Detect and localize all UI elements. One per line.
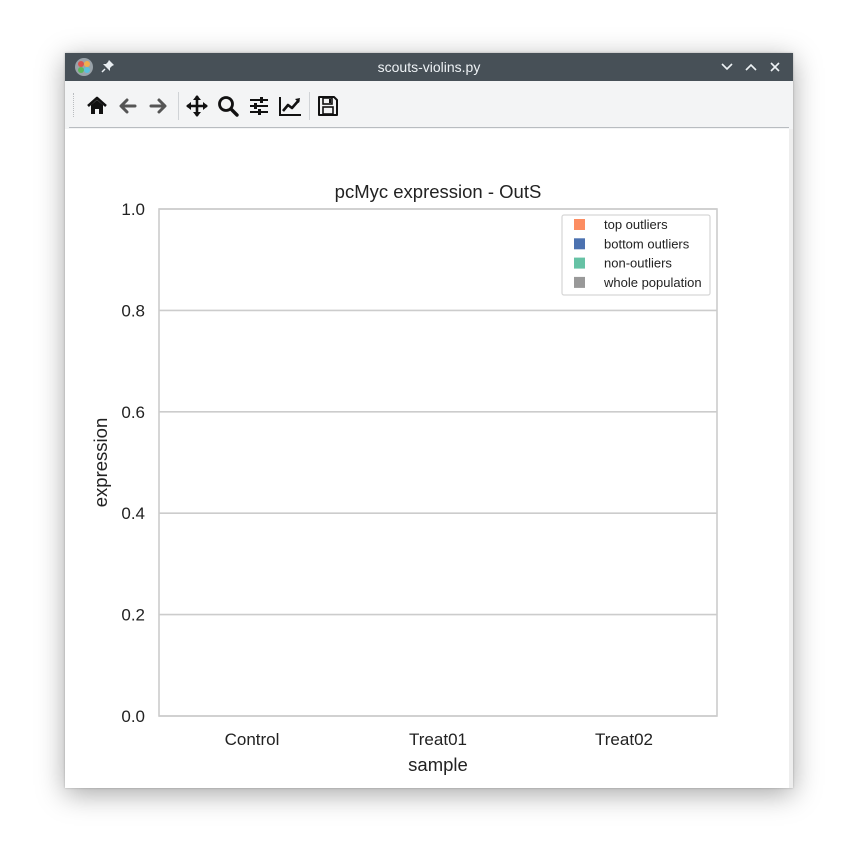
app-window: scouts-violins.py: [65, 53, 793, 788]
plot-frame: [158, 208, 718, 717]
y-tick-label: 0.6: [121, 403, 145, 422]
title-bar[interactable]: scouts-violins.py: [65, 53, 793, 81]
legend-swatch: [574, 238, 585, 250]
toolbar-grip[interactable]: [73, 93, 77, 117]
legend-label: bottom outliers: [604, 236, 690, 251]
chevron-down-icon[interactable]: [719, 59, 735, 75]
pan-button[interactable]: [184, 93, 210, 119]
toolbar-divider: [69, 127, 789, 128]
pin-icon[interactable]: [101, 59, 115, 73]
sliders-icon: [250, 97, 268, 115]
legend-box: [561, 214, 711, 296]
legend-label: whole population: [603, 275, 702, 290]
close-icon[interactable]: [767, 59, 783, 75]
back-button[interactable]: [115, 93, 141, 119]
arrow-left-icon: [119, 98, 137, 114]
x-axis-label: sample: [408, 754, 468, 775]
x-tick-label: Treat01: [409, 730, 467, 749]
x-tick-label: Treat02: [595, 730, 653, 749]
y-tick-label: 0.2: [121, 606, 145, 625]
legend-swatch: [574, 257, 585, 269]
arrow-right-icon: [149, 98, 167, 114]
y-tick-label: 0.8: [121, 301, 145, 320]
configure-subplots-button[interactable]: [246, 93, 272, 119]
home-button[interactable]: [84, 93, 110, 119]
legend-label: non-outliers: [604, 256, 672, 271]
toolbar-separator: [178, 92, 179, 120]
navigation-toolbar: [65, 81, 793, 129]
legend-swatch: [574, 276, 585, 288]
magnifier-icon: [218, 96, 239, 117]
y-tick-label: 0.0: [121, 707, 145, 726]
y-axis-label: expression: [90, 418, 111, 507]
legend-label: top outliers: [604, 217, 668, 232]
line-chart-icon: [279, 97, 301, 116]
window-title: scouts-violins.py: [377, 59, 481, 75]
floppy-disk-icon: [318, 96, 338, 116]
save-button[interactable]: [315, 93, 341, 119]
zoom-button[interactable]: [215, 93, 241, 119]
chevron-up-icon[interactable]: [743, 59, 759, 75]
chart-title: pcMyc expression - OutS: [335, 181, 542, 202]
legend-swatch: [574, 219, 585, 230]
app-icon: [74, 57, 94, 77]
home-icon: [87, 96, 107, 114]
toolbar-separator: [309, 92, 310, 120]
y-tick-label: 1.0: [121, 200, 145, 219]
y-tick-label: 0.4: [121, 504, 145, 523]
x-tick-label: Control: [225, 730, 280, 749]
window-frame-edge: [789, 129, 793, 788]
edit-axis-button[interactable]: [277, 93, 303, 119]
forward-button[interactable]: [145, 93, 171, 119]
violin-plot[interactable]: 0.0 0.2 0.4 0.6 0.8 1.0 Control Treat01 Treat02 p…: [65, 129, 789, 788]
move-icon: [186, 95, 208, 117]
figure-canvas[interactable]: 0.0 0.2 0.4 0.6 0.8 1.0 Control Treat01 Treat02 p…: [65, 129, 789, 788]
